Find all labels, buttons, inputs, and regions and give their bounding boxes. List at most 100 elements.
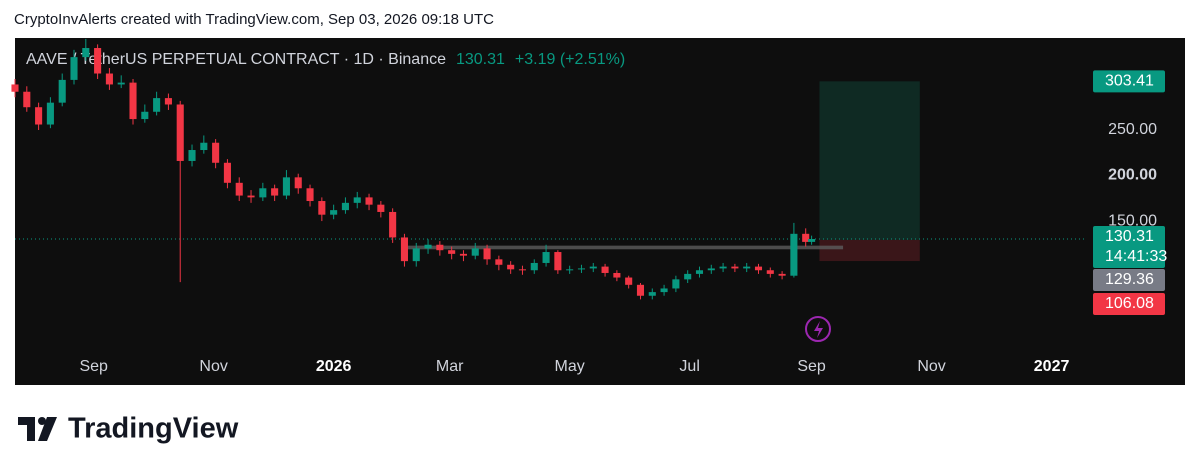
candle-body: [731, 266, 739, 269]
last-price-label: 130.31: [1105, 228, 1154, 245]
last-price-label-countdown: 14:41:33: [1105, 248, 1167, 265]
candle-body: [141, 111, 149, 120]
candle-body: [306, 188, 314, 202]
candle-body: [684, 273, 692, 280]
candle-body: [695, 270, 704, 274]
candle-body: [330, 210, 338, 215]
target-zone: [819, 81, 920, 240]
candle-body: [247, 195, 255, 198]
candle-body: [424, 244, 432, 249]
target-label-box: [1093, 70, 1165, 93]
candle-body: [577, 268, 586, 270]
candle-body: [129, 82, 137, 120]
candle-body: [808, 238, 816, 242]
level-zone: [404, 245, 844, 250]
y-tick-label: 250.00: [1108, 121, 1157, 138]
x-tick-label: 2027: [1034, 358, 1070, 375]
y-tick-label: 150.00: [1108, 212, 1157, 229]
candle-body: [58, 79, 66, 103]
candle-body: [648, 292, 656, 296]
candle-body: [542, 252, 550, 263]
candle-body: [601, 266, 609, 273]
candle-body: [153, 98, 161, 112]
y-tick-label: 200.00: [1108, 167, 1157, 184]
header-price: 130.31: [456, 51, 505, 68]
chart-background: [15, 38, 1185, 385]
caption: CryptoInvAlerts created with TradingView…: [14, 11, 494, 28]
candle-body: [23, 91, 31, 108]
x-tick-label: May: [555, 358, 585, 375]
candle-body: [495, 259, 503, 265]
x-tick-label: Nov: [199, 358, 227, 375]
x-tick-label: Jul: [679, 358, 699, 375]
candle-body: [554, 252, 562, 271]
stop-label-box: [1093, 292, 1165, 315]
candle-body: [223, 162, 231, 183]
candle-body: [412, 248, 420, 262]
candle-body: [459, 253, 467, 256]
candle-body: [660, 288, 668, 293]
candle-body: [471, 248, 479, 256]
candle-body: [200, 142, 208, 151]
symbol-title: AAVE / TetherUS PERPETUAL CONTRACT · 1D …: [26, 51, 446, 68]
candle-body: [389, 211, 397, 238]
candle-body: [259, 188, 267, 198]
tv-logo: [18, 417, 57, 441]
candle-body: [105, 73, 113, 85]
candle-body: [353, 197, 361, 203]
candle-body: [212, 142, 220, 163]
candle-body: [82, 48, 90, 58]
candle-body: [613, 272, 621, 278]
candle-body: [530, 262, 538, 271]
candle-body: [790, 233, 798, 276]
candle-body: [636, 284, 645, 296]
candle-body: [778, 273, 786, 276]
candle-body: [566, 269, 574, 271]
target-label: 303.41: [1105, 73, 1154, 90]
candle-body: [483, 248, 491, 260]
x-tick-label: Sep: [797, 358, 826, 375]
candle-body: [70, 57, 78, 80]
candle-body: [11, 84, 19, 92]
candle-body: [448, 250, 456, 254]
candle-body: [235, 182, 243, 196]
header-change: +3.19 (+2.51%): [515, 51, 625, 68]
candle-body: [318, 201, 326, 215]
stop-zone: [819, 239, 920, 262]
candle-body: [589, 266, 597, 269]
candle-body: [94, 48, 102, 74]
candle-body: [164, 98, 172, 105]
candle-body: [743, 266, 751, 269]
candle-body: [188, 150, 196, 161]
x-tick-label: Sep: [79, 358, 108, 375]
candle-body: [672, 279, 680, 289]
candle-body: [271, 188, 279, 196]
candle-body: [176, 104, 184, 161]
candle-body: [518, 269, 527, 271]
entry-label: 129.36: [1105, 271, 1154, 288]
candle-body: [719, 266, 727, 269]
candle-body: [507, 264, 515, 270]
candle-body: [294, 177, 302, 189]
candle-body: [365, 197, 373, 205]
candle-body: [625, 277, 633, 285]
x-tick-label: Mar: [436, 358, 464, 375]
stop-label: 106.08: [1105, 295, 1154, 312]
candle-body: [754, 266, 763, 271]
last-price-label-box: [1093, 225, 1165, 268]
candle-body: [282, 177, 290, 196]
candle-body: [35, 107, 43, 125]
candle-body: [436, 244, 444, 251]
candle-body: [766, 270, 774, 274]
candle-body: [341, 202, 349, 211]
candle-body: [802, 233, 810, 242]
candle-body: [707, 268, 715, 271]
lightning-icon: [805, 316, 831, 342]
candle-body: [400, 237, 408, 262]
entry-label-box: [1093, 268, 1165, 291]
x-tick-label: Nov: [917, 358, 945, 375]
candle-body: [117, 82, 125, 85]
brand: TradingView: [68, 413, 239, 445]
